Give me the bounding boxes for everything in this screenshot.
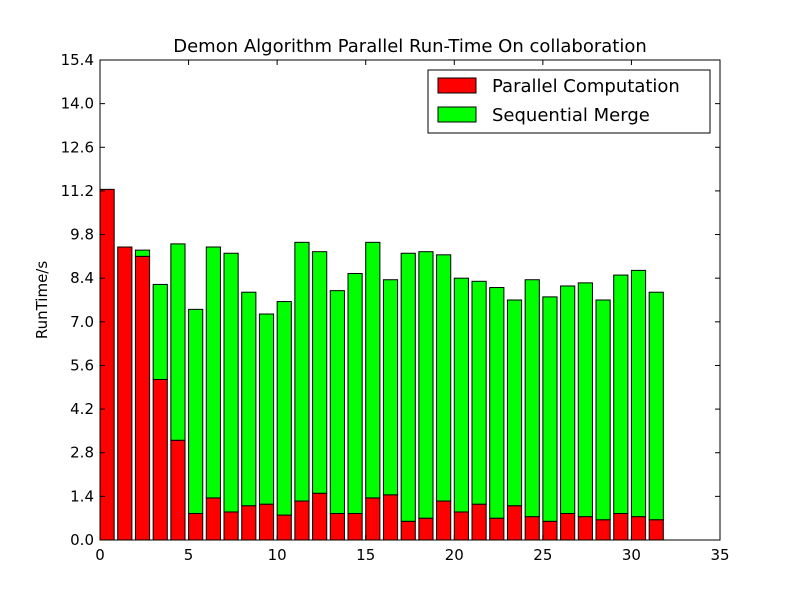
bar-parallel-computation-19 bbox=[436, 500, 452, 541]
bar-sequential-merge-25 bbox=[542, 296, 558, 522]
bar-sequential-merge-29 bbox=[613, 274, 629, 515]
bar-parallel-computation-11 bbox=[294, 500, 310, 541]
x-tick-label: 25 bbox=[533, 546, 552, 564]
bar-parallel-computation-0 bbox=[99, 188, 115, 541]
bar-parallel-computation-6 bbox=[205, 497, 221, 541]
x-tick-label: 20 bbox=[445, 546, 464, 564]
legend-label-parallel-computation: Parallel Computation bbox=[492, 76, 680, 97]
bar-parallel-computation-29 bbox=[613, 513, 629, 541]
bar-parallel-computation-14 bbox=[347, 513, 363, 541]
bar-sequential-merge-4 bbox=[170, 243, 186, 441]
bar-sequential-merge-26 bbox=[560, 285, 576, 515]
bar-sequential-merge-6 bbox=[205, 246, 221, 499]
bar-sequential-merge-20 bbox=[453, 277, 469, 513]
bar-parallel-computation-7 bbox=[223, 511, 239, 541]
bar-parallel-computation-12 bbox=[312, 492, 328, 541]
y-tick-label: 12.6 bbox=[61, 138, 94, 156]
bar-sequential-merge-18 bbox=[418, 251, 434, 519]
bar-parallel-computation-20 bbox=[453, 511, 469, 541]
y-tick-label: 2.8 bbox=[70, 444, 94, 462]
y-tick-label: 8.4 bbox=[70, 269, 94, 287]
bar-sequential-merge-28 bbox=[595, 299, 611, 521]
bar-parallel-computation-13 bbox=[329, 513, 345, 541]
bar-sequential-merge-14 bbox=[347, 273, 363, 515]
legend: Parallel Computation Sequential Merge bbox=[427, 69, 711, 134]
bar-sequential-merge-21 bbox=[471, 280, 487, 505]
bar-sequential-merge-5 bbox=[188, 308, 204, 515]
legend-swatch-parallel-computation bbox=[437, 77, 477, 94]
bar-parallel-computation-9 bbox=[258, 503, 275, 541]
y-tick-label: 4.2 bbox=[70, 400, 94, 418]
x-tick-label: 15 bbox=[356, 546, 375, 564]
bar-sequential-merge-19 bbox=[436, 254, 452, 502]
bar-parallel-computation-8 bbox=[241, 505, 257, 541]
y-axis-label: RunTime/s bbox=[33, 261, 51, 340]
x-tick-label: 35 bbox=[710, 546, 729, 564]
bar-parallel-computation-17 bbox=[400, 520, 416, 541]
bar-sequential-merge-13 bbox=[329, 290, 345, 515]
bar-parallel-computation-25 bbox=[542, 520, 558, 541]
bar-parallel-computation-31 bbox=[648, 519, 664, 541]
legend-swatch-sequential-merge bbox=[437, 106, 477, 123]
bar-parallel-computation-3 bbox=[152, 378, 168, 541]
y-tick-label: 7.0 bbox=[70, 313, 94, 331]
bar-parallel-computation-15 bbox=[365, 497, 381, 541]
bar-parallel-computation-23 bbox=[506, 505, 523, 541]
bar-sequential-merge-23 bbox=[506, 299, 523, 507]
bar-sequential-merge-31 bbox=[648, 291, 664, 521]
chart-title: Demon Algorithm Parallel Run-Time On col… bbox=[173, 36, 647, 57]
bar-parallel-computation-28 bbox=[595, 519, 611, 541]
x-tick-label: 0 bbox=[95, 546, 105, 564]
bar-parallel-computation-30 bbox=[630, 516, 647, 541]
bar-parallel-computation-1 bbox=[117, 246, 133, 541]
bar-parallel-computation-16 bbox=[382, 494, 399, 541]
bar-parallel-computation-22 bbox=[489, 517, 505, 541]
bar-parallel-computation-21 bbox=[471, 503, 487, 541]
bar-parallel-computation-5 bbox=[188, 513, 204, 541]
bar-sequential-merge-16 bbox=[382, 279, 399, 496]
x-tick-label: 10 bbox=[268, 546, 287, 564]
x-axis-ticks: 0 5 10 15 20 25 30 35 bbox=[95, 60, 730, 564]
y-tick-label: 0.0 bbox=[70, 531, 94, 549]
bar-sequential-merge-30 bbox=[630, 269, 647, 518]
y-tick-label: 11.2 bbox=[61, 182, 94, 200]
bar-sequential-merge-27 bbox=[577, 282, 593, 518]
y-axis-ticks: 0.0 1.4 2.8 4.2 5.6 7.0 8.4 9.8 11.2 12.6 14.0 15.4 bbox=[61, 51, 720, 549]
bar-sequential-merge-3 bbox=[152, 283, 168, 380]
bar-sequential-merge-24 bbox=[524, 279, 540, 518]
bar-parallel-computation-26 bbox=[560, 513, 576, 541]
bar-sequential-merge-9 bbox=[258, 313, 275, 505]
bars bbox=[99, 188, 664, 541]
bar-sequential-merge-7 bbox=[223, 252, 239, 513]
bar-sequential-merge-12 bbox=[312, 251, 328, 494]
bar-sequential-merge-2 bbox=[134, 249, 151, 257]
bar-parallel-computation-10 bbox=[276, 514, 292, 541]
bar-sequential-merge-8 bbox=[241, 291, 257, 507]
bar-parallel-computation-27 bbox=[577, 516, 593, 541]
x-tick-label: 30 bbox=[622, 546, 641, 564]
bar-parallel-computation-24 bbox=[524, 516, 540, 541]
y-tick-label: 14.0 bbox=[61, 95, 94, 113]
y-tick-label: 9.8 bbox=[70, 226, 94, 244]
x-tick-label: 5 bbox=[184, 546, 194, 564]
bar-sequential-merge-22 bbox=[489, 287, 505, 519]
bar-sequential-merge-17 bbox=[400, 252, 416, 522]
y-tick-label: 15.4 bbox=[61, 51, 94, 69]
plot-frame bbox=[99, 59, 721, 541]
bar-sequential-merge-11 bbox=[294, 241, 310, 502]
bar-parallel-computation-18 bbox=[418, 517, 434, 541]
bar-sequential-merge-15 bbox=[365, 241, 381, 499]
bar-parallel-computation-4 bbox=[170, 439, 186, 541]
legend-label-sequential-merge: Sequential Merge bbox=[492, 105, 650, 126]
bar-sequential-merge-10 bbox=[276, 301, 292, 516]
y-tick-label: 5.6 bbox=[70, 356, 94, 374]
y-tick-label: 1.4 bbox=[70, 487, 94, 505]
bar-parallel-computation-2 bbox=[134, 255, 151, 541]
